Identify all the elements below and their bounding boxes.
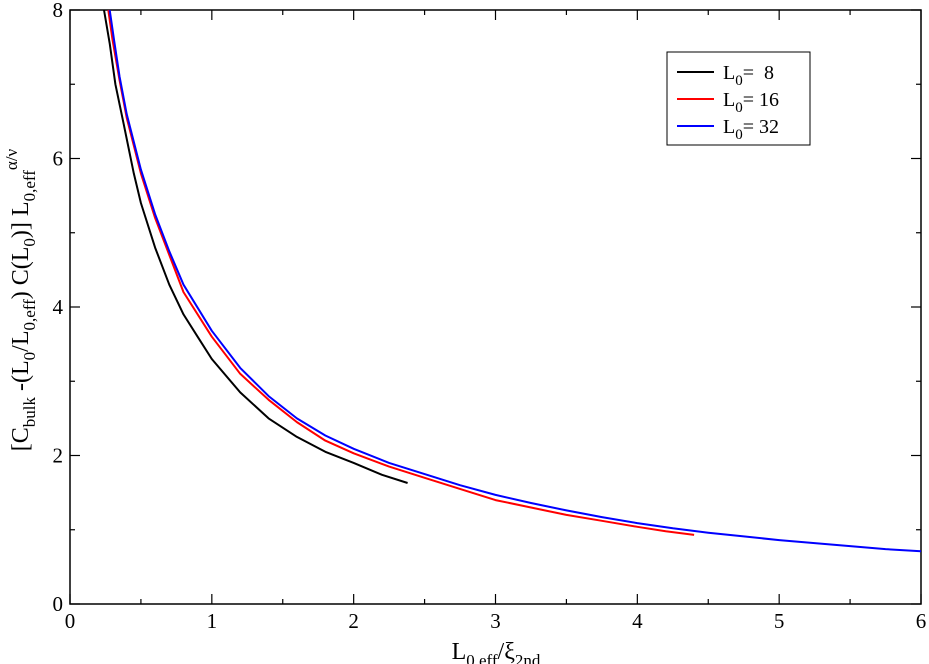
y-tick-label: 0 (53, 592, 64, 616)
legend-label-l0-16: L0= 16 (723, 89, 779, 116)
series-line-0 (103, 9, 408, 484)
x-tick-label: 5 (774, 609, 785, 633)
x-tick-label: 4 (632, 609, 643, 633)
x-tick-label: 1 (207, 609, 218, 633)
series-line-2 (108, 9, 922, 553)
x-tick-label: 0 (65, 609, 76, 633)
series-line-1 (107, 9, 695, 536)
legend-label-l0-32: L0= 32 (723, 116, 779, 143)
y-axis-title: [Cbulk -(L0/L0,eff) C(L0)] L0,effα/ν (2, 148, 39, 451)
legend-label-l0-8: L0= 8 (723, 62, 774, 89)
legend: L0= 8 L0= 16 L0= 32 (666, 51, 811, 146)
y-tick-label: 6 (53, 147, 64, 171)
y-tick-label: 4 (53, 295, 64, 319)
axis-tick-labels: 0 1 2 3 4 5 6 0 2 4 6 8 (53, 0, 927, 633)
x-tick-label: 2 (348, 609, 359, 633)
x-tick-label: 3 (490, 609, 501, 633)
x-axis-title: L0,eff/ξ2nd (452, 639, 541, 664)
y-tick-label: 8 (53, 0, 64, 22)
y-tick-label: 2 (53, 444, 64, 468)
axis-ticks (69, 9, 922, 605)
series-lines (103, 9, 922, 553)
x-tick-label: 6 (916, 609, 927, 633)
